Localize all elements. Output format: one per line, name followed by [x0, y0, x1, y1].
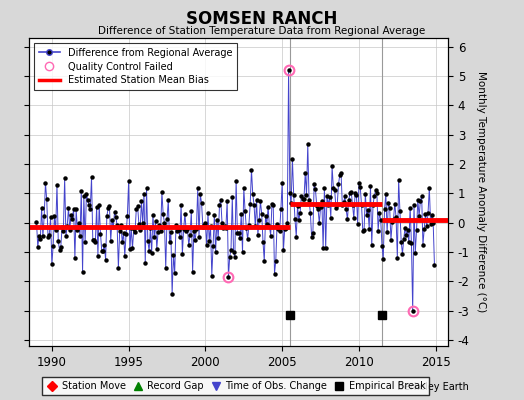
Text: SOMSEN RANCH: SOMSEN RANCH: [187, 10, 337, 28]
Legend: Station Move, Record Gap, Time of Obs. Change, Empirical Break: Station Move, Record Gap, Time of Obs. C…: [42, 377, 429, 395]
Y-axis label: Monthly Temperature Anomaly Difference (°C): Monthly Temperature Anomaly Difference (…: [476, 71, 486, 313]
Legend: Difference from Regional Average, Quality Control Failed, Estimated Station Mean: Difference from Regional Average, Qualit…: [34, 43, 237, 90]
Text: Difference of Station Temperature Data from Regional Average: Difference of Station Temperature Data f…: [99, 26, 425, 36]
Text: Berkeley Earth: Berkeley Earth: [397, 382, 469, 392]
